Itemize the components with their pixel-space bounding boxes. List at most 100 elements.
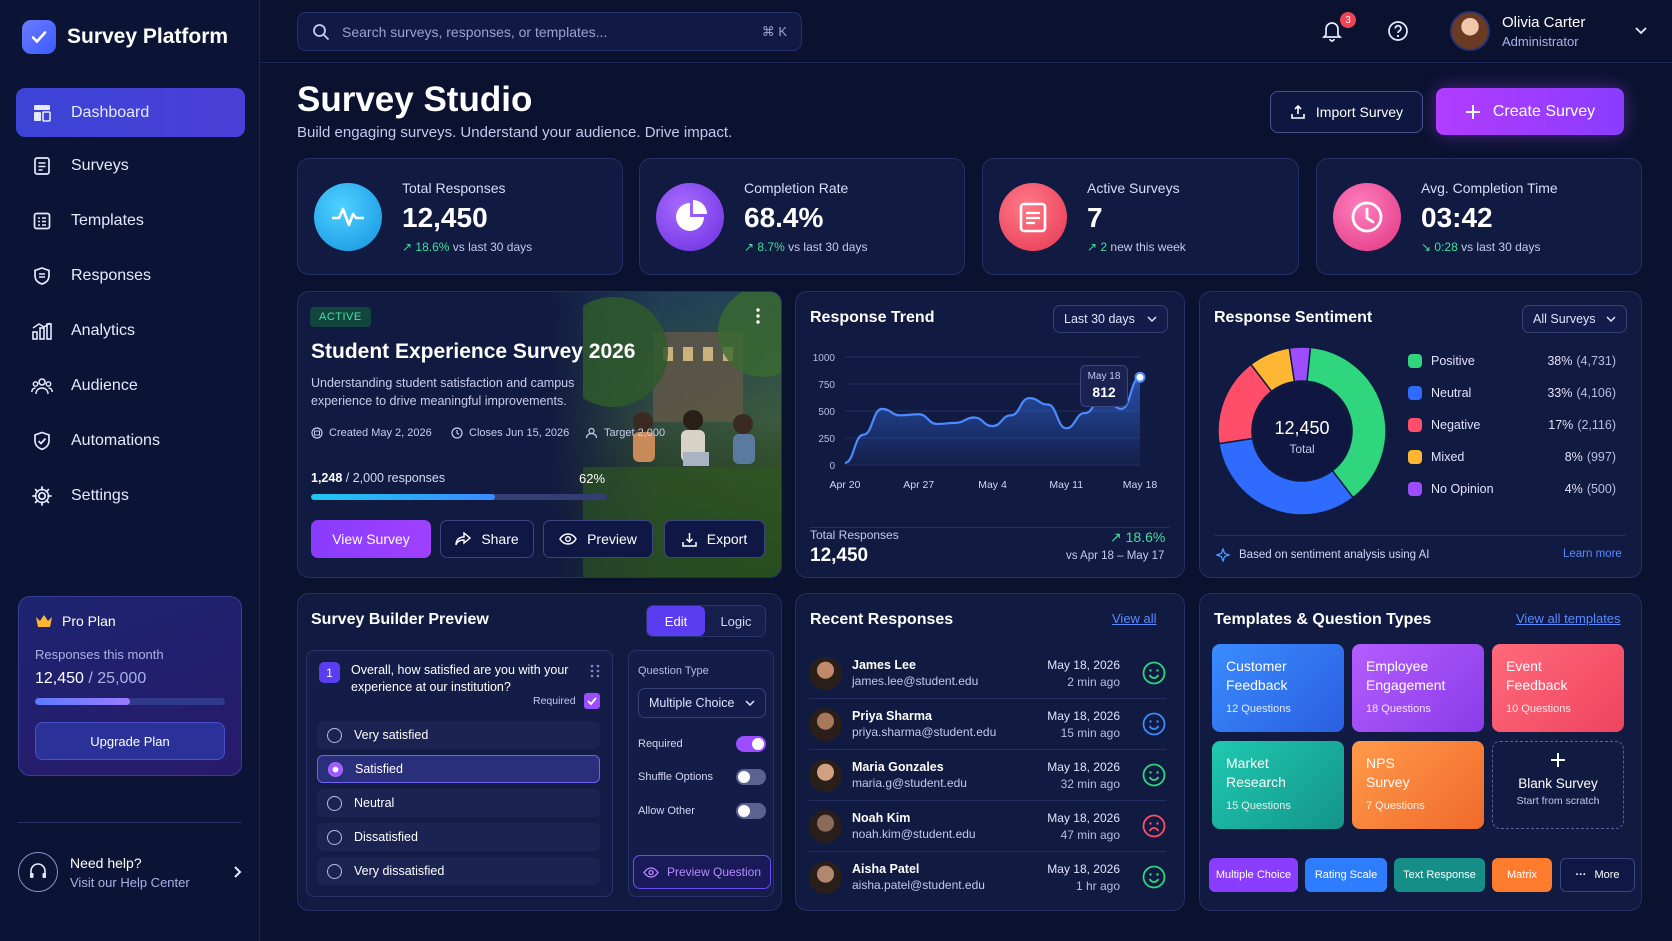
export-button[interactable]: Export <box>664 520 765 558</box>
sidebar-item-analytics[interactable]: Analytics <box>16 306 245 355</box>
drag-handle-icon[interactable] <box>590 664 600 678</box>
template-nps-survey[interactable]: NPS Survey 7 Questions <box>1352 741 1484 829</box>
question-type-select[interactable]: Multiple Choice <box>638 688 766 718</box>
radio-button[interactable] <box>327 863 342 879</box>
export-label: Export <box>706 531 748 547</box>
app-logo[interactable]: Survey Platform <box>22 20 228 54</box>
required-checkbox[interactable] <box>584 693 600 709</box>
option-label: Satisfied <box>355 762 403 776</box>
divider <box>1214 535 1626 536</box>
delta-value: 18.6% <box>415 239 450 254</box>
search-bar[interactable]: ⌘ K <box>297 12 802 51</box>
sentiment-title: Response Sentiment <box>1214 309 1373 326</box>
answer-option[interactable]: Very satisfied <box>317 721 600 749</box>
chip-matrix[interactable]: Matrix <box>1492 858 1552 892</box>
sidebar-item-dashboard[interactable]: Dashboard <box>16 88 245 137</box>
template-count: 10 Questions <box>1506 703 1571 715</box>
view-survey-button[interactable]: View Survey <box>311 520 431 558</box>
stat-card-completion-rate: Completion Rate 68.4% ↗ 8.7% vs last 30 … <box>639 158 965 275</box>
required-toggle[interactable] <box>736 736 766 752</box>
response-time: May 18, 2026 15 min ago <box>1047 709 1120 740</box>
radio-button-checked[interactable] <box>328 761 343 777</box>
tab-logic[interactable]: Logic <box>720 613 752 629</box>
shuffle-options-toggle[interactable] <box>736 769 766 785</box>
template-name-line: NPS <box>1366 755 1395 771</box>
sidebar-item-templates[interactable]: Templates <box>16 196 245 245</box>
preview-question-button[interactable]: Preview Question <box>633 855 771 889</box>
responder-email: priya.sharma@student.edu <box>852 725 997 739</box>
template-name-line: Customer <box>1226 658 1287 674</box>
response-row[interactable]: Maria Gonzales maria.g@student.edu May 18,… <box>809 750 1166 800</box>
legend-label: No Opinion <box>1431 482 1494 496</box>
footnote-text: Based on sentiment analysis using AI <box>1239 549 1430 561</box>
search-input[interactable] <box>342 23 750 40</box>
learn-more-link[interactable]: Learn more <box>1563 548 1622 560</box>
user-menu[interactable]: Olivia Carter Administrator <box>1450 11 1647 51</box>
template-employee-engagement[interactable]: Employee Engagement 18 Questions <box>1352 644 1484 732</box>
more-vertical-icon[interactable] <box>756 308 760 324</box>
sidebar-item-settings[interactable]: Settings <box>16 471 245 520</box>
top-bar <box>260 0 1672 63</box>
stat-card-total-responses: Total Responses 12,450 ↗ 18.6% vs last 3… <box>297 158 623 275</box>
help-center-link[interactable]: Need help? Visit our Help Center <box>18 852 243 892</box>
trend-title: Response Trend <box>810 309 935 326</box>
answer-option[interactable]: Very dissatisfied <box>317 857 600 885</box>
blank-survey-card[interactable]: Blank Survey Start from scratch <box>1492 741 1624 829</box>
delta-note: vs last 30 days <box>452 239 533 254</box>
response-row[interactable]: James Lee james.lee@student.edu May 18, 20… <box>809 648 1166 698</box>
view-all-templates-link[interactable]: View all templates <box>1516 611 1621 626</box>
answer-option[interactable]: Dissatisfied <box>317 823 600 851</box>
plan-usage-value: 12,450 / 25,000 <box>35 670 225 688</box>
upgrade-plan-button[interactable]: Upgrade Plan <box>35 722 225 760</box>
allow-other-toggle[interactable] <box>736 803 766 819</box>
sidebar-item-surveys[interactable]: Surveys <box>16 141 245 190</box>
chevron-down-icon <box>1635 27 1647 35</box>
radio-button[interactable] <box>327 727 342 743</box>
frown-icon <box>1142 814 1166 838</box>
avatar <box>809 860 842 894</box>
survey-created: Created May 2, 2026 <box>311 427 432 439</box>
responses-icon <box>31 265 53 287</box>
responder-email: noah.kim@student.edu <box>852 827 976 841</box>
notifications-button[interactable] <box>1322 20 1342 42</box>
more-chip[interactable]: ··· More <box>1560 858 1635 892</box>
radio-button[interactable] <box>327 829 342 845</box>
radio-button[interactable] <box>327 795 342 811</box>
template-count: 18 Questions <box>1366 703 1431 715</box>
answer-option[interactable]: Neutral <box>317 789 600 817</box>
sidebar-item-automations[interactable]: Automations <box>16 416 245 465</box>
preview-question-label: Preview Question <box>666 865 762 879</box>
create-survey-button[interactable]: Create Survey <box>1436 88 1624 135</box>
survey-description: Understanding student satisfaction and c… <box>311 376 575 408</box>
chip-rating-scale[interactable]: Rating Scale <box>1305 858 1387 892</box>
share-button[interactable]: Share <box>440 520 534 558</box>
sidebar-item-audience[interactable]: Audience <box>16 361 245 410</box>
responder-info: Aisha Patel aisha.patel@student.edu <box>852 862 985 892</box>
template-event-feedback[interactable]: Event Feedback 10 Questions <box>1492 644 1624 732</box>
response-row[interactable]: Aisha Patel aisha.patel@student.edu May 18… <box>809 852 1166 902</box>
import-survey-button[interactable]: Import Survey <box>1270 91 1423 133</box>
preview-button[interactable]: Preview <box>543 520 653 558</box>
avatar <box>809 656 842 690</box>
smile-icon <box>1142 712 1166 736</box>
divider <box>809 749 1166 750</box>
template-customer-feedback[interactable]: Customer Feedback 12 Questions <box>1212 644 1344 732</box>
sidebar-item-responses[interactable]: Responses <box>16 251 245 300</box>
trend-area <box>845 377 1140 465</box>
response-row[interactable]: Priya Sharma priya.sharma@student.edu May … <box>809 699 1166 749</box>
help-button[interactable] <box>1387 20 1409 42</box>
view-all-link[interactable]: View all <box>1112 611 1157 626</box>
answer-option-selected[interactable]: Satisfied <box>317 755 600 783</box>
logo-icon <box>22 20 56 54</box>
delta-value: 8.7% <box>757 239 785 254</box>
chip-multiple-choice[interactable]: Multiple Choice <box>1209 858 1298 892</box>
sentiment-filter-select[interactable]: All Surveys <box>1522 305 1627 333</box>
tab-edit[interactable]: Edit <box>647 606 705 636</box>
chevron-down-icon <box>1606 316 1616 322</box>
trend-range-select[interactable]: Last 30 days <box>1053 305 1168 333</box>
response-date: May 18, 2026 <box>1047 861 1120 876</box>
response-row[interactable]: Noah Kim noah.kim@student.edu May 18, 2026… <box>809 801 1166 851</box>
template-market-research[interactable]: Market Research 15 Questions <box>1212 741 1344 829</box>
stat-label: Total Responses <box>402 179 506 196</box>
chip-text-response[interactable]: Text Response <box>1394 858 1485 892</box>
